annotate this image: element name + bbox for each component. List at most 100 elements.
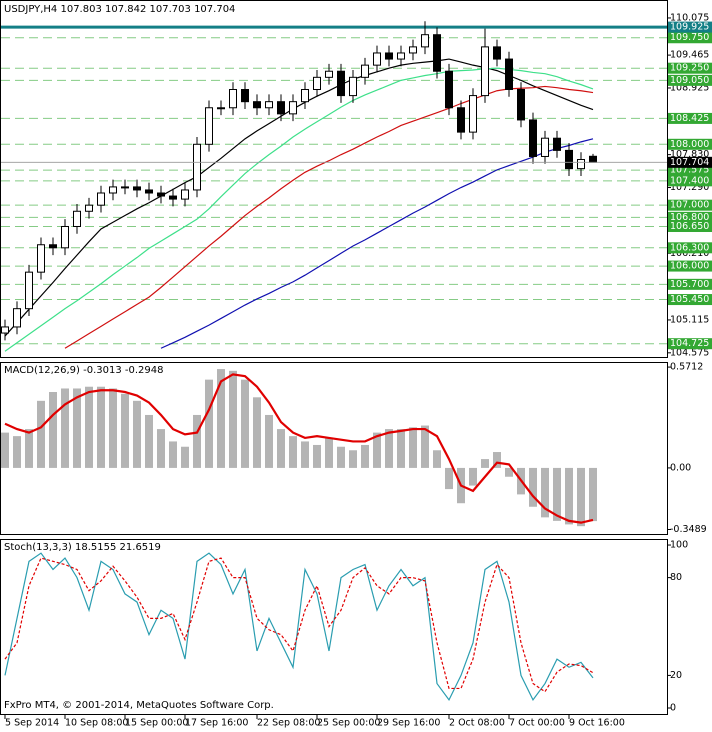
candle-body <box>505 58 513 90</box>
histogram-bar <box>565 467 573 525</box>
candle-body <box>529 119 537 157</box>
candle-body <box>253 101 261 109</box>
histogram-bar <box>301 441 309 468</box>
price-panel-title: USDJPY,H4 107.803 107.842 107.703 107.70… <box>4 4 235 15</box>
candle-body <box>565 149 573 170</box>
level-label: 105.450 <box>670 294 709 305</box>
level-label: 109.250 <box>670 63 709 74</box>
candle-body <box>445 70 453 109</box>
stoch-panel-title: Stoch(13,3,3) 18.5155 21.6519 <box>4 542 161 553</box>
level-label-box <box>668 211 712 223</box>
candle-body <box>169 195 177 200</box>
histogram-bar <box>325 437 333 468</box>
y-tick-label: -0.3489 <box>670 524 707 535</box>
candle-body <box>49 244 57 249</box>
y-tick-label: 109.465 <box>670 50 709 61</box>
histogram-bar <box>49 392 57 468</box>
candle-body <box>481 46 489 97</box>
candle-body <box>265 101 273 109</box>
histogram-bar <box>73 388 81 468</box>
level-label: 104.725 <box>670 338 709 349</box>
candle-body <box>517 89 525 121</box>
candle-body <box>589 155 597 163</box>
y-tick-label: 0.00 <box>670 462 691 473</box>
x-tick-label: 9 Oct 16:00 <box>569 718 625 729</box>
histogram-bar <box>37 400 45 468</box>
level-label-box <box>668 62 712 74</box>
histogram-bar <box>553 467 561 521</box>
macd-panel-title: MACD(12,26,9) -0.3013 -0.2948 <box>4 365 164 376</box>
candle-body <box>289 101 297 115</box>
y-tick-label: 110.075 <box>670 12 709 23</box>
level-label-box <box>668 112 712 124</box>
level-label: 105.700 <box>670 279 709 290</box>
histogram-bar <box>157 429 165 468</box>
histogram-bar <box>289 436 297 468</box>
candle-body <box>109 186 117 194</box>
candle-body <box>121 186 129 189</box>
histogram-bar <box>385 429 393 468</box>
candle-body <box>133 186 141 191</box>
histogram-bar <box>505 467 513 477</box>
candle-body <box>13 308 21 328</box>
level-label: 109.050 <box>670 75 709 86</box>
histogram-bar <box>205 379 213 468</box>
histogram-bar <box>313 444 321 468</box>
y-tick-label: 105.115 <box>670 314 709 325</box>
moving-average-line <box>160 138 594 349</box>
candle-body <box>181 189 189 200</box>
level-label: 106.300 <box>670 242 709 253</box>
histogram-bar <box>1 432 9 468</box>
x-tick-label: 22 Sep 08:00 <box>257 718 320 729</box>
candle-body <box>409 46 417 54</box>
x-tick-label: 15 Sep 00:00 <box>125 718 188 729</box>
candle-body <box>157 192 165 197</box>
histogram-bar <box>433 450 441 468</box>
level-label-box <box>668 74 712 86</box>
histogram-bar <box>541 467 549 518</box>
histogram-bar <box>181 446 189 468</box>
histogram-bar <box>145 414 153 468</box>
histogram-bar <box>193 414 201 468</box>
copyright-note: FxPro MT4, © 2001-2014, MetaQuotes Softw… <box>4 700 274 711</box>
candle-body <box>73 210 81 227</box>
level-label: 106.000 <box>670 261 709 272</box>
candle-body <box>541 137 549 157</box>
candle-body <box>577 159 585 170</box>
histogram-bar <box>469 467 477 486</box>
y-tick-label: 100 <box>670 540 688 551</box>
y-tick-label: 107.290 <box>670 182 709 193</box>
candle-body <box>325 70 333 78</box>
histogram-bar <box>61 388 69 468</box>
candle-body <box>337 70 345 97</box>
highlight-level-label-box <box>668 21 712 33</box>
histogram-bar <box>373 432 381 468</box>
level-label: 107.575 <box>670 165 709 176</box>
histogram-bar <box>589 467 597 522</box>
signal-line <box>4 373 594 524</box>
histogram-bar <box>229 370 237 468</box>
histogram-bar <box>349 450 357 468</box>
candle-body <box>385 52 393 60</box>
level-label-box <box>668 175 712 187</box>
current-price-label-box <box>668 156 712 168</box>
x-tick-label: 25 Sep 00:00 <box>317 718 380 729</box>
candle-body <box>229 89 237 109</box>
histogram-bar <box>13 436 21 468</box>
level-label-box <box>668 278 712 290</box>
level-label: 109.750 <box>670 32 709 43</box>
histogram-bar <box>577 467 585 527</box>
histogram-bar <box>85 386 93 468</box>
histogram-bar <box>481 459 489 468</box>
level-label-box <box>668 260 712 272</box>
level-label: 107.400 <box>670 175 709 186</box>
y-tick-label: 108.925 <box>670 82 709 93</box>
candle-body <box>349 76 357 97</box>
histogram-bar <box>217 369 225 468</box>
stoch-panel-frame <box>0 539 668 715</box>
candle-body <box>85 204 93 212</box>
x-tick-label: 29 Sep 16:00 <box>377 718 440 729</box>
candle-body <box>205 107 213 145</box>
